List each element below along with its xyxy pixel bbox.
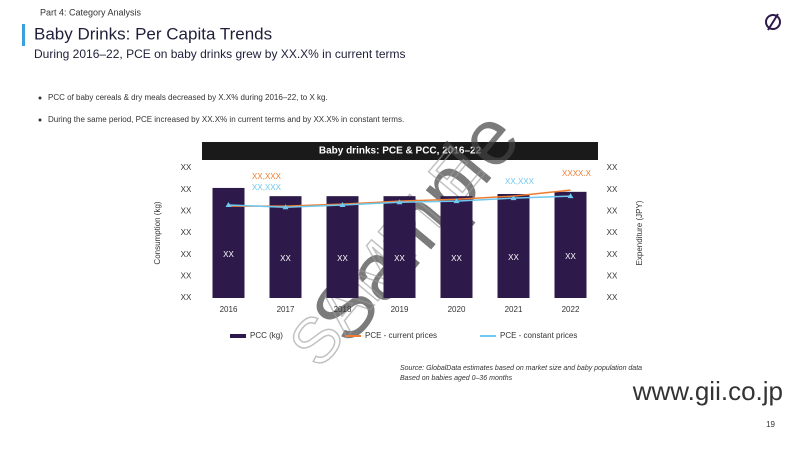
y2-tick-label: XX xyxy=(607,250,618,259)
legend-label: PCE - constant prices xyxy=(500,331,577,340)
x-tick-label: 2017 xyxy=(277,305,295,314)
bar-value-label: XX xyxy=(451,254,462,263)
bar xyxy=(269,196,302,298)
line-marker xyxy=(396,199,403,205)
y-tick-label: XX xyxy=(181,206,192,215)
y-tick-label: XX xyxy=(181,228,192,237)
bullet-text: During the same period, PCE increased by… xyxy=(48,115,404,124)
y-tick-label: XX xyxy=(181,293,192,302)
title-accent xyxy=(22,24,25,46)
line-marker xyxy=(339,202,346,208)
line-marker xyxy=(567,193,574,199)
line-marker xyxy=(282,204,289,210)
slide-subtitle: During 2016–22, PCE on baby drinks grew … xyxy=(34,47,406,61)
page-number: 19 xyxy=(766,420,775,429)
x-tick-label: 2019 xyxy=(391,305,409,314)
legend-label: PCC (kg) xyxy=(250,331,283,340)
line-marker xyxy=(453,198,460,204)
bullet-text: PCC of baby cereals & dry meals decrease… xyxy=(48,93,328,102)
y-tick-label: XX xyxy=(181,185,192,194)
legend-label: PCE - current prices xyxy=(365,331,437,340)
x-tick-label: 2018 xyxy=(334,305,352,314)
y2-tick-label: XX xyxy=(607,163,618,172)
y-axis-title: Consumption (kg) xyxy=(153,201,162,264)
line-marker xyxy=(225,202,232,208)
chart-title: Baby drinks: PCE & PCC, 2016–22 xyxy=(319,146,482,157)
y2-tick-label: XX xyxy=(607,185,618,194)
line-value-label: XX,XXX xyxy=(252,183,282,192)
y2-tick-label: XX xyxy=(607,206,618,215)
x-tick-label: 2020 xyxy=(448,305,466,314)
section-label: Part 4: Category Analysis xyxy=(40,7,142,17)
x-tick-label: 2016 xyxy=(220,305,238,314)
bullet-dot xyxy=(38,96,42,100)
line-value-label: XXXX.X xyxy=(562,169,592,178)
y2-tick-label: XX xyxy=(607,228,618,237)
slide-title: Baby Drinks: Per Capita Trends xyxy=(34,24,272,43)
bullet-dot xyxy=(38,118,42,122)
bar xyxy=(440,196,473,298)
bar xyxy=(383,196,416,298)
logo-ring xyxy=(765,14,781,30)
bar xyxy=(326,196,359,298)
chart-title-box xyxy=(202,142,598,160)
bar-value-label: XX xyxy=(280,254,291,263)
y-tick-label: XX xyxy=(181,250,192,259)
line-value-label: XX,XXX xyxy=(252,172,282,181)
watermark: www.gii.co.jp xyxy=(632,376,783,406)
logo-stroke xyxy=(767,13,779,31)
source-note: Source: GlobalData estimates based on ma… xyxy=(400,365,642,372)
bar-value-label: XX xyxy=(565,252,576,261)
source-note: Based on babies aged 0–36 months xyxy=(400,375,513,382)
bar xyxy=(497,194,530,298)
bar-value-label: XX xyxy=(394,254,405,263)
bar-value-label: XX xyxy=(508,253,519,262)
bar-value-label: XX xyxy=(223,250,234,259)
chart: XX XX XX XX XX XX XX XX XX XX XX XX XX XX 2016 2017 2018… xyxy=(181,163,618,340)
y2-axis-title: Expenditure (JPY) xyxy=(635,200,644,265)
line-value-label: XX,XXX xyxy=(505,177,535,186)
line-marker xyxy=(510,195,517,201)
legend-swatch xyxy=(230,334,246,338)
bar-value-label: XX xyxy=(337,254,348,263)
y-tick-label: XX xyxy=(181,271,192,280)
x-tick-label: 2021 xyxy=(505,305,523,314)
x-tick-label: 2022 xyxy=(562,305,580,314)
y-tick-label: XX xyxy=(181,163,192,172)
y2-tick-label: XX xyxy=(607,293,618,302)
logo xyxy=(765,13,781,31)
y2-tick-label: XX xyxy=(607,271,618,280)
bar xyxy=(554,191,587,298)
